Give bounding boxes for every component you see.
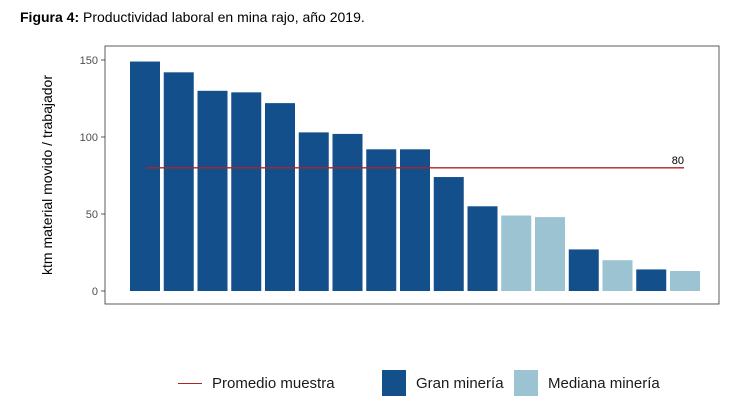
- figure-label: Figura 4:: [20, 9, 80, 25]
- bar: [197, 90, 228, 291]
- legend: Promedio muestra Gran minería Mediana mi…: [0, 368, 746, 398]
- legend-label-mediana: Mediana minería: [548, 374, 660, 392]
- bars: [130, 61, 700, 292]
- legend-label-average: Promedio muestra: [212, 374, 335, 392]
- bar: [332, 133, 363, 291]
- bar: [670, 270, 700, 291]
- y-tick-label: 50: [86, 209, 98, 221]
- bar: [501, 215, 532, 291]
- bar: [602, 260, 633, 291]
- figure-caption: Figura 4: Productividad laboral en mina …: [20, 9, 365, 25]
- legend-line-icon: [178, 382, 202, 384]
- bar: [130, 61, 160, 291]
- bar: [265, 103, 295, 292]
- y-tick-label: 150: [80, 55, 98, 67]
- y-axis-title: ktm material movido / trabajador: [39, 75, 55, 275]
- average-line-group: 80: [146, 155, 684, 169]
- bar: [366, 149, 397, 291]
- average-value-label: 80: [672, 155, 684, 167]
- legend-item-mediana: Mediana minería: [514, 368, 660, 398]
- y-tick-label: 0: [92, 286, 98, 298]
- bar: [163, 72, 194, 291]
- bar: [467, 206, 498, 291]
- legend-swatch-mediana-icon: [514, 370, 538, 396]
- bar: [568, 249, 599, 291]
- legend-swatch-gran-icon: [382, 370, 406, 396]
- bar: [535, 217, 565, 291]
- legend-label-gran: Gran minería: [416, 374, 504, 392]
- bar: [231, 92, 262, 291]
- legend-item-average: Promedio muestra: [178, 368, 335, 398]
- bar: [298, 132, 329, 291]
- bar: [636, 269, 667, 291]
- legend-item-gran: Gran minería: [382, 368, 504, 398]
- bar: [400, 149, 430, 291]
- y-tick-label: 100: [80, 132, 98, 144]
- y-axis: 0 50 100 150: [80, 55, 105, 298]
- bar: [433, 177, 464, 291]
- figure-caption-text: Productividad laboral en mina rajo, año …: [79, 9, 365, 25]
